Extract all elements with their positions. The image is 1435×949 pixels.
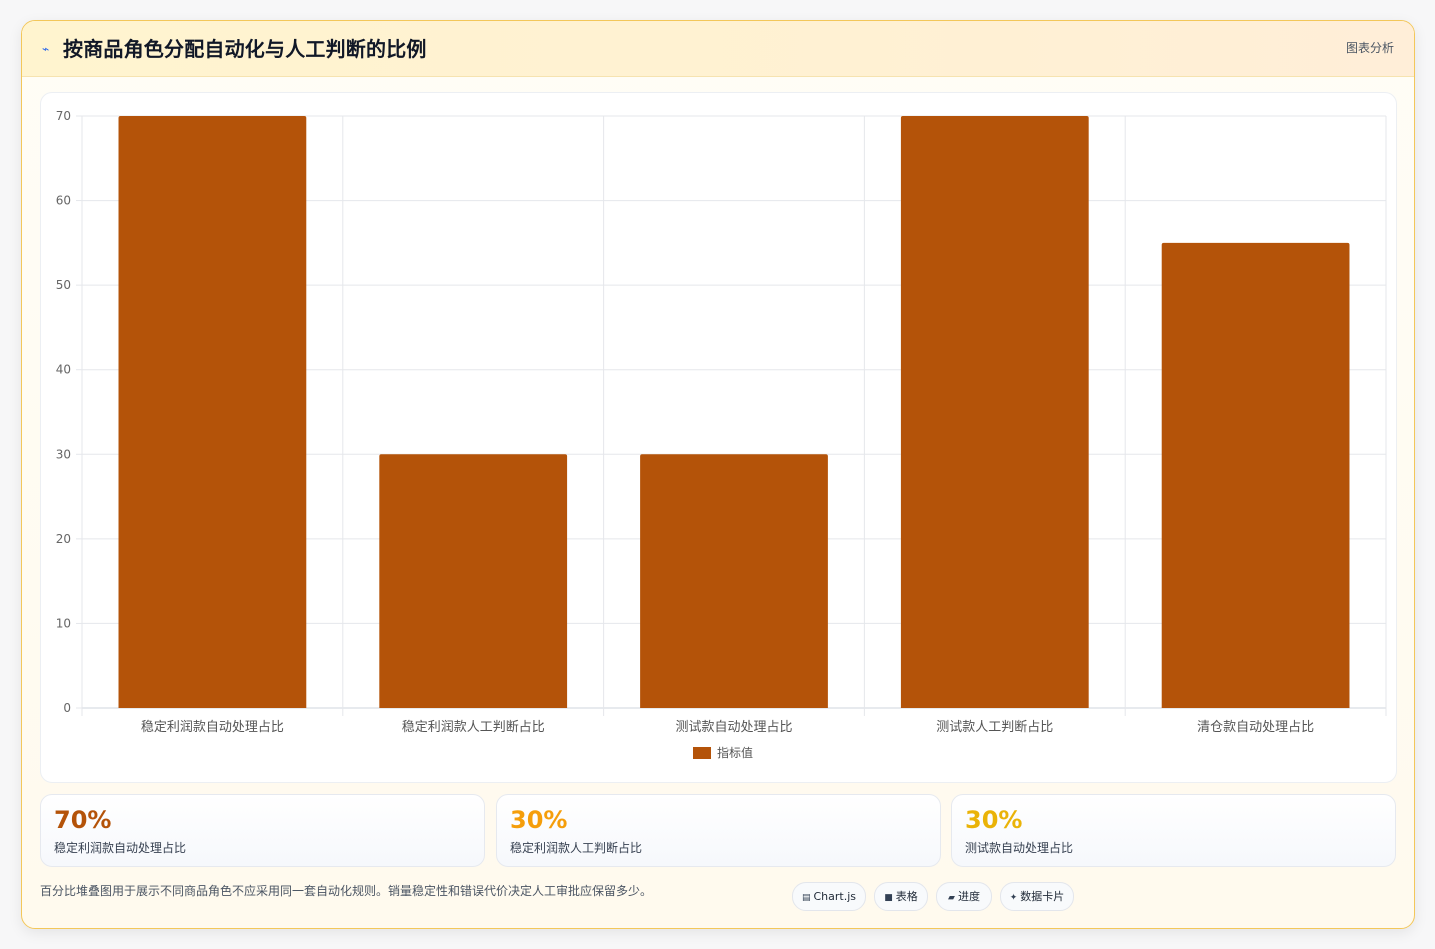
chartjs-pill[interactable]: ▤ Chart.js <box>792 882 866 911</box>
y-tick-label: 20 <box>56 532 71 546</box>
y-tick-label: 70 <box>56 109 71 123</box>
stat-value: 30% <box>965 806 1023 834</box>
stat-label: 稳定利润款人工判断占比 <box>510 841 643 855</box>
bar <box>1161 242 1350 708</box>
stat-card-2: 30% 稳定利润款人工判断占比 <box>496 794 941 867</box>
stat-value: 70% <box>54 806 112 834</box>
sparkle-icon: ✦ <box>1009 893 1018 903</box>
y-tick-label: 30 <box>56 447 71 461</box>
stat-label: 测试款自动处理占比 <box>965 841 1074 855</box>
bar <box>379 454 568 708</box>
table-pill[interactable]: ■ 表格 <box>874 882 928 911</box>
stat-card-1: 70% 稳定利润款自动处理占比 <box>40 794 485 867</box>
y-tick-label: 50 <box>56 278 71 292</box>
pill-label: Chart.js <box>813 890 857 903</box>
y-tick-label: 40 <box>56 363 71 377</box>
card-header: ⌁ 按商品角色分配自动化与人工判断的比例 图表分析 <box>22 21 1414 77</box>
y-tick-label: 0 <box>63 701 71 715</box>
chart-description: 百分比堆叠图用于展示不同商品角色不应采用同一套自动化规则。销量稳定性和错误代价决… <box>40 884 653 898</box>
x-tick-label: 稳定利润款人工判断占比 <box>402 719 545 735</box>
chart-card: ⌁ 按商品角色分配自动化与人工判断的比例 图表分析 0 10 20 30 40 50 60 7… <box>21 20 1415 929</box>
table-icon: ■ <box>884 893 893 903</box>
bar <box>900 116 1089 708</box>
x-tick-label: 测试款人工判断占比 <box>936 720 1053 735</box>
chart-panel: 0 10 20 30 40 50 60 70 稳定利润款自动处理占比 稳定利润款人工判断占比 测试款… <box>40 92 1397 783</box>
pill-label: 进度 <box>957 890 980 903</box>
progress-icon: ▰ <box>948 893 955 903</box>
bar <box>118 116 307 708</box>
stat-value: 30% <box>510 806 568 834</box>
chart-title: 按商品角色分配自动化与人工判断的比例 <box>63 37 427 61</box>
chart-analysis-badge: 图表分析 <box>1345 41 1394 55</box>
stat-card-3: 30% 测试款自动处理占比 <box>951 794 1396 867</box>
y-tick-label: 10 <box>56 616 71 630</box>
progress-pill[interactable]: ▰ 进度 <box>936 882 992 911</box>
stat-label: 稳定利润款自动处理占比 <box>54 841 187 855</box>
legend-label: 指标值 <box>717 745 753 760</box>
data-card-pill[interactable]: ✦ 数据卡片 <box>1000 882 1074 911</box>
x-tick-label: 稳定利润款自动处理占比 <box>141 719 284 735</box>
legend-swatch <box>693 747 711 759</box>
chart-icon: ▤ <box>801 893 811 903</box>
x-tick-label: 清仓款自动处理占比 <box>1197 720 1314 735</box>
chart-trend-icon: ⌁ <box>42 42 50 56</box>
bar-chart: 0 10 20 30 40 50 60 70 稳定利润款自动处理占比 稳定利润款人工判断占比 测试款… <box>56 109 1387 760</box>
pill-label: 表格 <box>895 890 918 903</box>
x-tick-label: 测试款自动处理占比 <box>675 720 792 735</box>
bar <box>640 454 828 708</box>
pill-label: 数据卡片 <box>1020 890 1065 903</box>
y-tick-label: 60 <box>56 194 71 208</box>
